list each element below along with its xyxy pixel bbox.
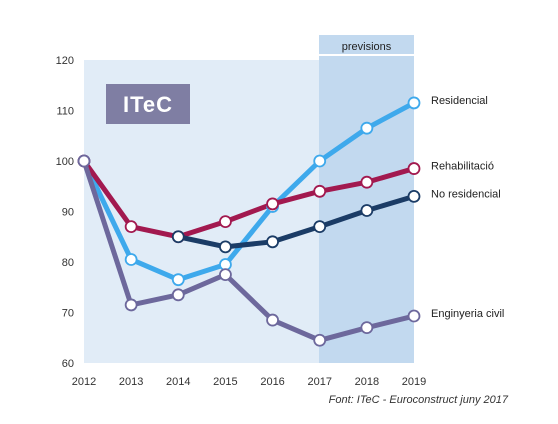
y-axis: 60 70 80 90 100 110 120	[56, 55, 74, 370]
x-tick-label: 2018	[355, 376, 379, 388]
data-point-residencial	[124, 253, 138, 266]
data-point-enginyeria-civil	[219, 268, 232, 282]
y-tick-label: 120	[56, 55, 74, 67]
logo: ITeC	[106, 84, 190, 124]
y-tick-label: 100	[56, 156, 74, 168]
y-tick-label: 70	[62, 308, 74, 320]
data-point-no-residencial	[266, 235, 279, 249]
data-point-rehabilitacio	[219, 215, 232, 229]
logo-text: ITeC	[123, 92, 173, 117]
series-label-enginyeria-civil: Enginyeria civil	[431, 308, 504, 320]
data-point-residencial	[313, 154, 327, 168]
y-tick-label: 110	[56, 106, 74, 118]
logo-box	[106, 84, 190, 124]
y-tick-label: 80	[62, 257, 74, 269]
data-point-residencial	[360, 121, 374, 135]
data-point-enginyeria-civil	[266, 313, 279, 327]
data-point-residencial	[171, 273, 185, 287]
data-point-no-residencial	[171, 230, 185, 244]
x-tick-label: 2019	[402, 376, 426, 388]
series-labels: Residencial Rehabilitació No residencial En…	[431, 95, 504, 320]
data-point-enginyeria-civil	[124, 298, 138, 312]
data-point-no-residencial	[360, 204, 374, 217]
series-lines	[81, 100, 417, 343]
data-point-rehabilitacio	[407, 162, 421, 175]
data-point-no-residencial	[313, 220, 327, 234]
data-point-no-residencial	[407, 189, 421, 203]
data-point-no-residencial	[219, 240, 232, 254]
data-point-enginyeria-civil	[171, 288, 185, 302]
series-markers	[77, 96, 421, 347]
data-point-rehabilitacio	[124, 220, 138, 234]
data-point-enginyeria-civil	[77, 154, 91, 168]
data-point-enginyeria-civil	[313, 333, 327, 347]
y-tick-label: 60	[62, 358, 74, 370]
x-tick-label: 2012	[72, 376, 96, 388]
data-point-enginyeria-civil	[360, 321, 374, 335]
data-point-rehabilitacio	[360, 175, 374, 189]
series-line-residencial	[81, 100, 417, 283]
x-axis: 2012 2013 2014 2015 2016 2017 2018 2019	[72, 376, 426, 388]
data-point-rehabilitacio	[266, 197, 279, 211]
x-tick-label: 2013	[119, 376, 143, 388]
x-tick-label: 2016	[260, 376, 284, 388]
data-point-enginyeria-civil	[407, 309, 421, 323]
series-line-no-residencial	[175, 193, 417, 250]
data-point-rehabilitacio	[313, 184, 327, 198]
series-label-no-residencial: No residencial	[431, 188, 501, 200]
series-label-residencial: Residencial	[431, 95, 488, 107]
series-line-rehabilitacio	[81, 158, 417, 240]
source-note: Font: ITeC - Euroconstruct juny 2017	[329, 394, 509, 406]
y-tick-label: 90	[62, 207, 74, 219]
data-point-residencial	[407, 96, 421, 110]
x-tick-label: 2014	[166, 376, 190, 388]
series-line-enginyeria-civil	[81, 158, 417, 343]
x-tick-label: 2017	[307, 376, 331, 388]
x-tick-label: 2015	[213, 376, 237, 388]
series-label-rehabilitacio: Rehabilitació	[431, 161, 494, 173]
forecast-band-label: previsions	[342, 41, 392, 53]
series-layer	[77, 96, 421, 347]
